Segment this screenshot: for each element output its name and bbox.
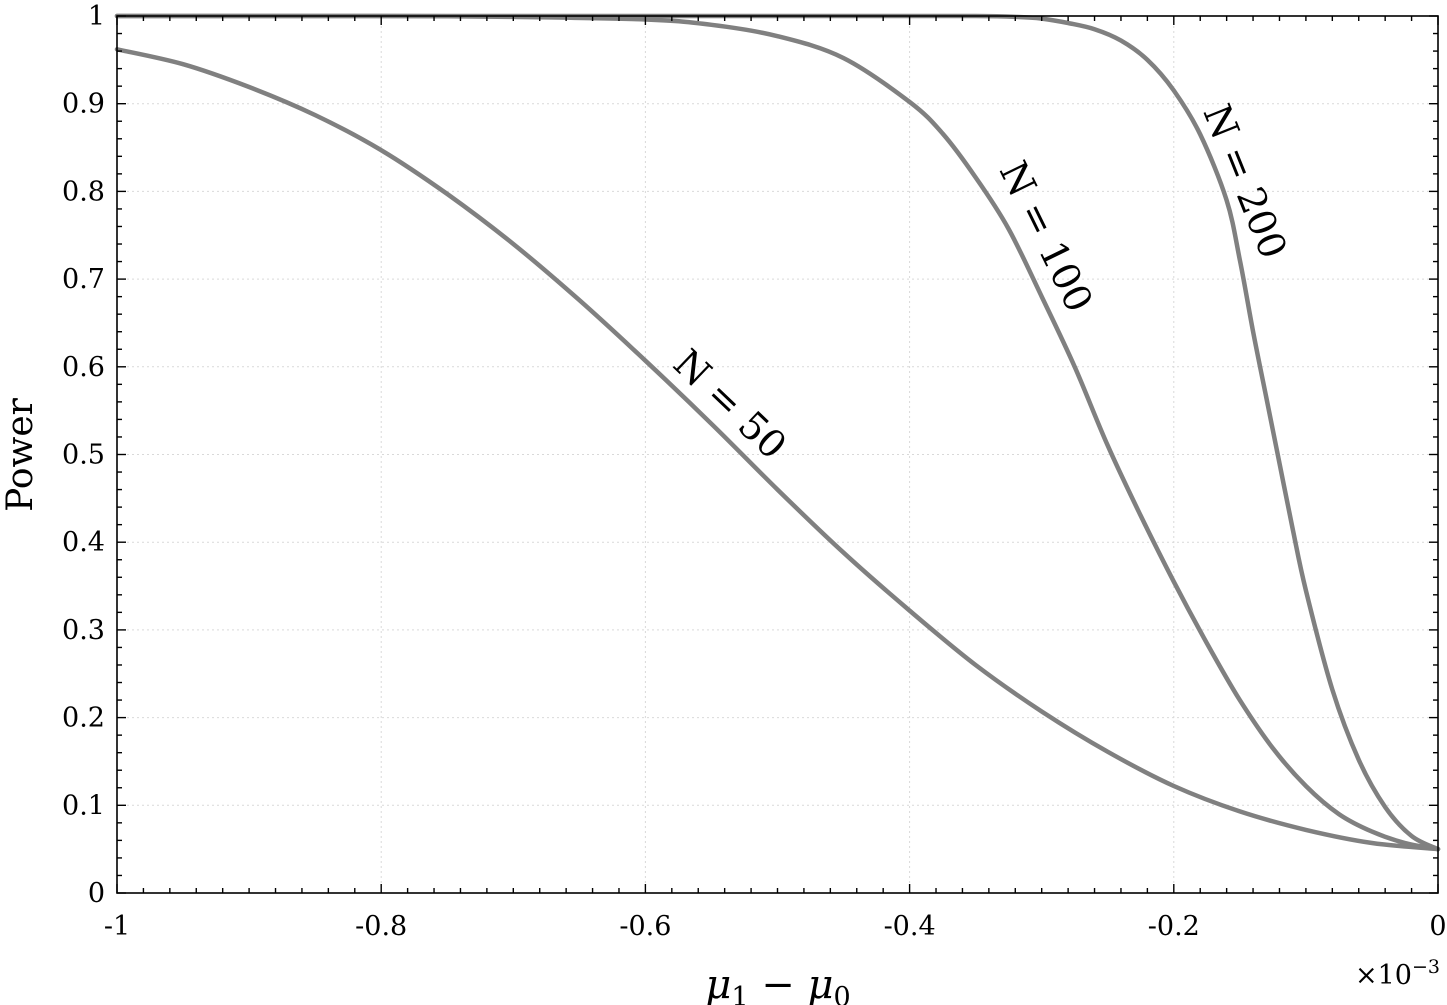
y-tick-label: 0.3 xyxy=(62,615,105,646)
curve-label: N = 100 xyxy=(991,154,1102,319)
x-tick-label: -0.8 xyxy=(355,911,407,942)
curve-label: N = 200 xyxy=(1194,98,1295,265)
x-axis-label: μ1 − μ0 xyxy=(705,962,850,1005)
x-tick-label: -0.2 xyxy=(1148,911,1200,942)
y-tick-label: 0.2 xyxy=(62,703,105,734)
tick-labels: -1 -0.8 -0.6 -0.4 -0.2 0 0 0.1 0.2 0.3 0.4 0.5 0.6 0.… xyxy=(62,1,1447,942)
y-tick-label: 0.5 xyxy=(62,440,105,471)
y-tick-label: 0.6 xyxy=(62,352,105,383)
x-axis-exponent: ×10−3 xyxy=(1355,956,1440,991)
y-tick-label: 0.8 xyxy=(62,176,105,207)
x-tick-label: 0 xyxy=(1429,911,1446,942)
y-tick-label: 0.9 xyxy=(62,89,105,120)
grid-lines xyxy=(117,16,1438,893)
curve-label: N = 50 xyxy=(665,341,795,468)
y-axis-label: Power xyxy=(0,397,41,512)
axis-ticks xyxy=(116,15,1439,894)
x-tick-label: -0.6 xyxy=(619,911,671,942)
curve-labels: N = 50 N = 100 N = 200 xyxy=(665,98,1296,468)
series-line-n50 xyxy=(114,47,1441,852)
y-tick-label: 0.1 xyxy=(62,790,105,821)
y-tick-label: 1 xyxy=(88,1,105,32)
x-tick-label: -1 xyxy=(104,911,130,942)
y-tick-label: 0.4 xyxy=(62,527,105,558)
y-tick-label: 0 xyxy=(88,878,105,909)
y-tick-label: 0.7 xyxy=(62,264,105,295)
x-tick-label: -0.4 xyxy=(884,911,936,942)
